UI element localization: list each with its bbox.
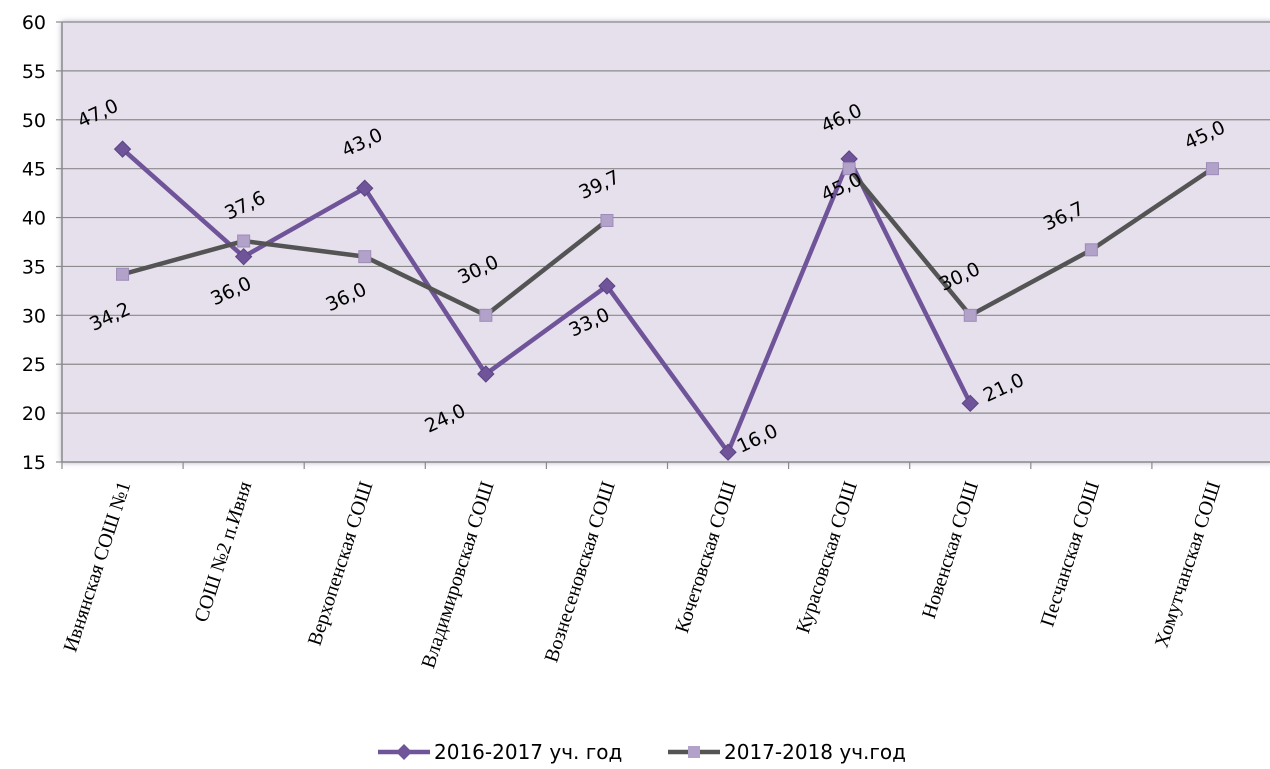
series-line [847, 166, 1214, 318]
data-point [719, 443, 737, 461]
data-point [477, 365, 495, 383]
data-point [358, 250, 372, 264]
series [113, 140, 1219, 461]
y-tick-label: 50 [22, 110, 46, 132]
x-tick-label: Курасовская СОШ [792, 479, 862, 636]
data-point [479, 308, 493, 322]
x-tick-label: Песчанская СОШ [1036, 479, 1104, 630]
x-tick-label: Вознесеновская СОШ [540, 479, 619, 665]
legend-item: 2016-2017 уч. год [378, 740, 622, 764]
data-point [237, 234, 251, 248]
x-tick-label: Кочетовская СОШ [671, 479, 741, 636]
data-point [1205, 162, 1219, 176]
x-tick-label: Ивнянская СОШ №1 [59, 479, 135, 655]
y-tick-label: 30 [22, 305, 46, 327]
x-tick-label: Хомутчанская СОШ [1151, 479, 1225, 650]
axes [56, 21, 1270, 469]
y-tick-label: 45 [22, 159, 46, 181]
legend: 2016-2017 уч. год 2017-2018 уч.год [378, 740, 906, 764]
x-tick-label: Новенская СОШ [918, 479, 983, 622]
data-point [963, 308, 977, 322]
legend-item: 2017-2018 уч.год [668, 740, 906, 764]
data-point [356, 179, 374, 197]
y-tick-label: 60 [22, 12, 46, 34]
x-axis-ticks: Ивнянская СОШ №1 СОШ №2 п.Ивня Верхопенска… [59, 479, 1225, 671]
x-tick-label: Владимировская СОШ [417, 479, 498, 671]
y-tick-label: 20 [22, 403, 46, 425]
series-2 [116, 162, 1219, 322]
y-tick-label: 35 [22, 256, 46, 278]
legend-marker [396, 744, 412, 760]
x-tick-label: Верхопенская СОШ [304, 479, 378, 649]
x-tick-label: СОШ №2 п.Ивня [190, 479, 256, 625]
legend-marker [688, 746, 700, 758]
y-tick-label: 55 [22, 61, 46, 83]
y-tick-label: 40 [22, 208, 46, 230]
y-tick-label: 25 [22, 354, 46, 376]
y-tick-label: 15 [22, 452, 46, 474]
data-point [1084, 243, 1098, 257]
grid [62, 21, 1270, 414]
data-point [234, 247, 253, 266]
data-point [961, 394, 979, 413]
legend-label: 2016-2017 уч. год [434, 740, 622, 764]
y-axis-ticks: 60 55 50 45 40 35 30 25 20 15 [22, 12, 46, 474]
data-point [598, 277, 616, 295]
data-point [113, 140, 132, 158]
data-point [600, 213, 614, 227]
data-point [116, 267, 130, 281]
legend-label: 2017-2018 уч.год [724, 740, 906, 764]
data-point [842, 162, 856, 176]
